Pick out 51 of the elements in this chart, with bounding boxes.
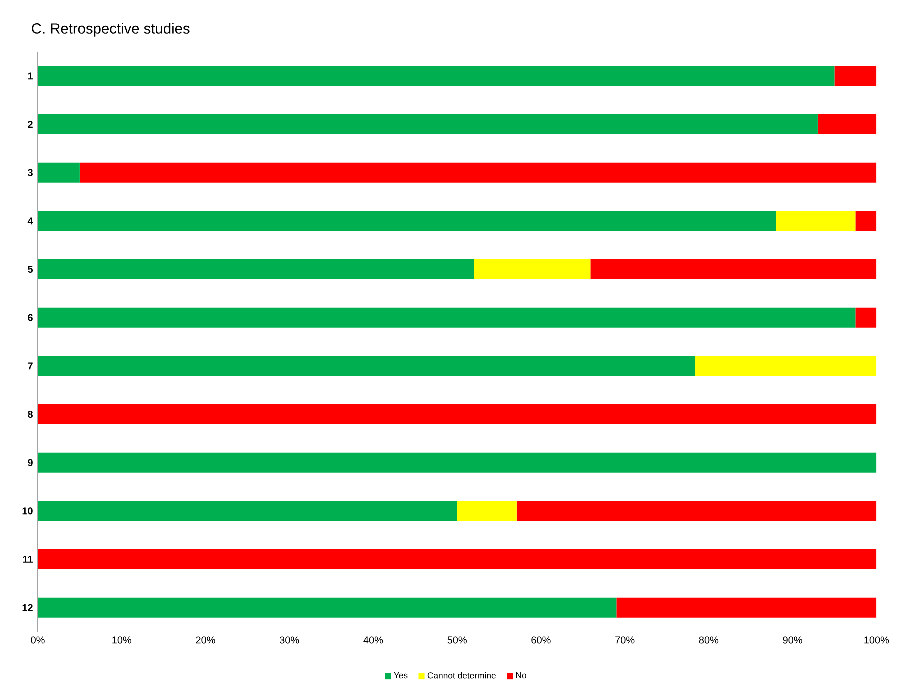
- bar: [38, 66, 835, 86]
- bar: [516, 501, 877, 522]
- y-tick-label: 7: [28, 362, 33, 370]
- bar: [38, 598, 617, 618]
- legend-label: Yes: [394, 672, 408, 679]
- x-tick-label: 50%: [448, 636, 467, 644]
- y-tick-label: 12: [22, 604, 33, 612]
- x-tick-label: 10%: [112, 636, 132, 644]
- bar: [590, 260, 877, 280]
- bar: [856, 308, 877, 328]
- chart-title: C. Retrospective studies: [32, 23, 190, 37]
- x-tick-label: 0%: [31, 636, 45, 644]
- bar: [834, 66, 877, 86]
- bar: [776, 211, 856, 232]
- bar: [38, 308, 856, 328]
- bar: [38, 114, 818, 134]
- bar: [474, 260, 591, 280]
- x-tick-label: 100%: [864, 636, 890, 644]
- x-tick-label: 30%: [280, 636, 300, 644]
- bar: [38, 162, 80, 183]
- x-tick-label: 70%: [616, 636, 635, 644]
- bar: [38, 356, 696, 376]
- bar: [818, 114, 877, 134]
- y-tick-label: 3: [28, 169, 33, 176]
- y-tick-label: 5: [28, 266, 34, 273]
- x-tick-label: 40%: [364, 636, 384, 644]
- bar: [38, 260, 474, 280]
- bar: [38, 452, 877, 473]
- y-tick-label: 6: [28, 314, 33, 322]
- bar: [457, 501, 517, 522]
- legend-label: No: [516, 672, 526, 679]
- y-tick-label: 8: [28, 410, 33, 418]
- y-tick-label: 2: [28, 121, 33, 128]
- y-tick-label: 4: [28, 218, 34, 225]
- bar: [856, 211, 877, 232]
- legend-label: Cannot determine: [428, 672, 496, 679]
- y-tick-label: 10: [22, 508, 33, 515]
- bar: [38, 501, 458, 522]
- x-tick-label: 90%: [783, 636, 802, 644]
- x-tick-label: 80%: [699, 636, 719, 644]
- bar: [80, 162, 877, 183]
- y-tick-label: 9: [28, 459, 33, 466]
- bar: [696, 356, 877, 376]
- x-tick-label: 60%: [532, 636, 551, 644]
- bar: [38, 404, 877, 424]
- y-tick-label: 11: [23, 556, 34, 563]
- y-tick-label: 1: [28, 72, 34, 80]
- bar: [38, 211, 776, 232]
- bar: [38, 549, 877, 570]
- x-tick-label: 20%: [196, 636, 216, 644]
- bar: [616, 598, 877, 618]
